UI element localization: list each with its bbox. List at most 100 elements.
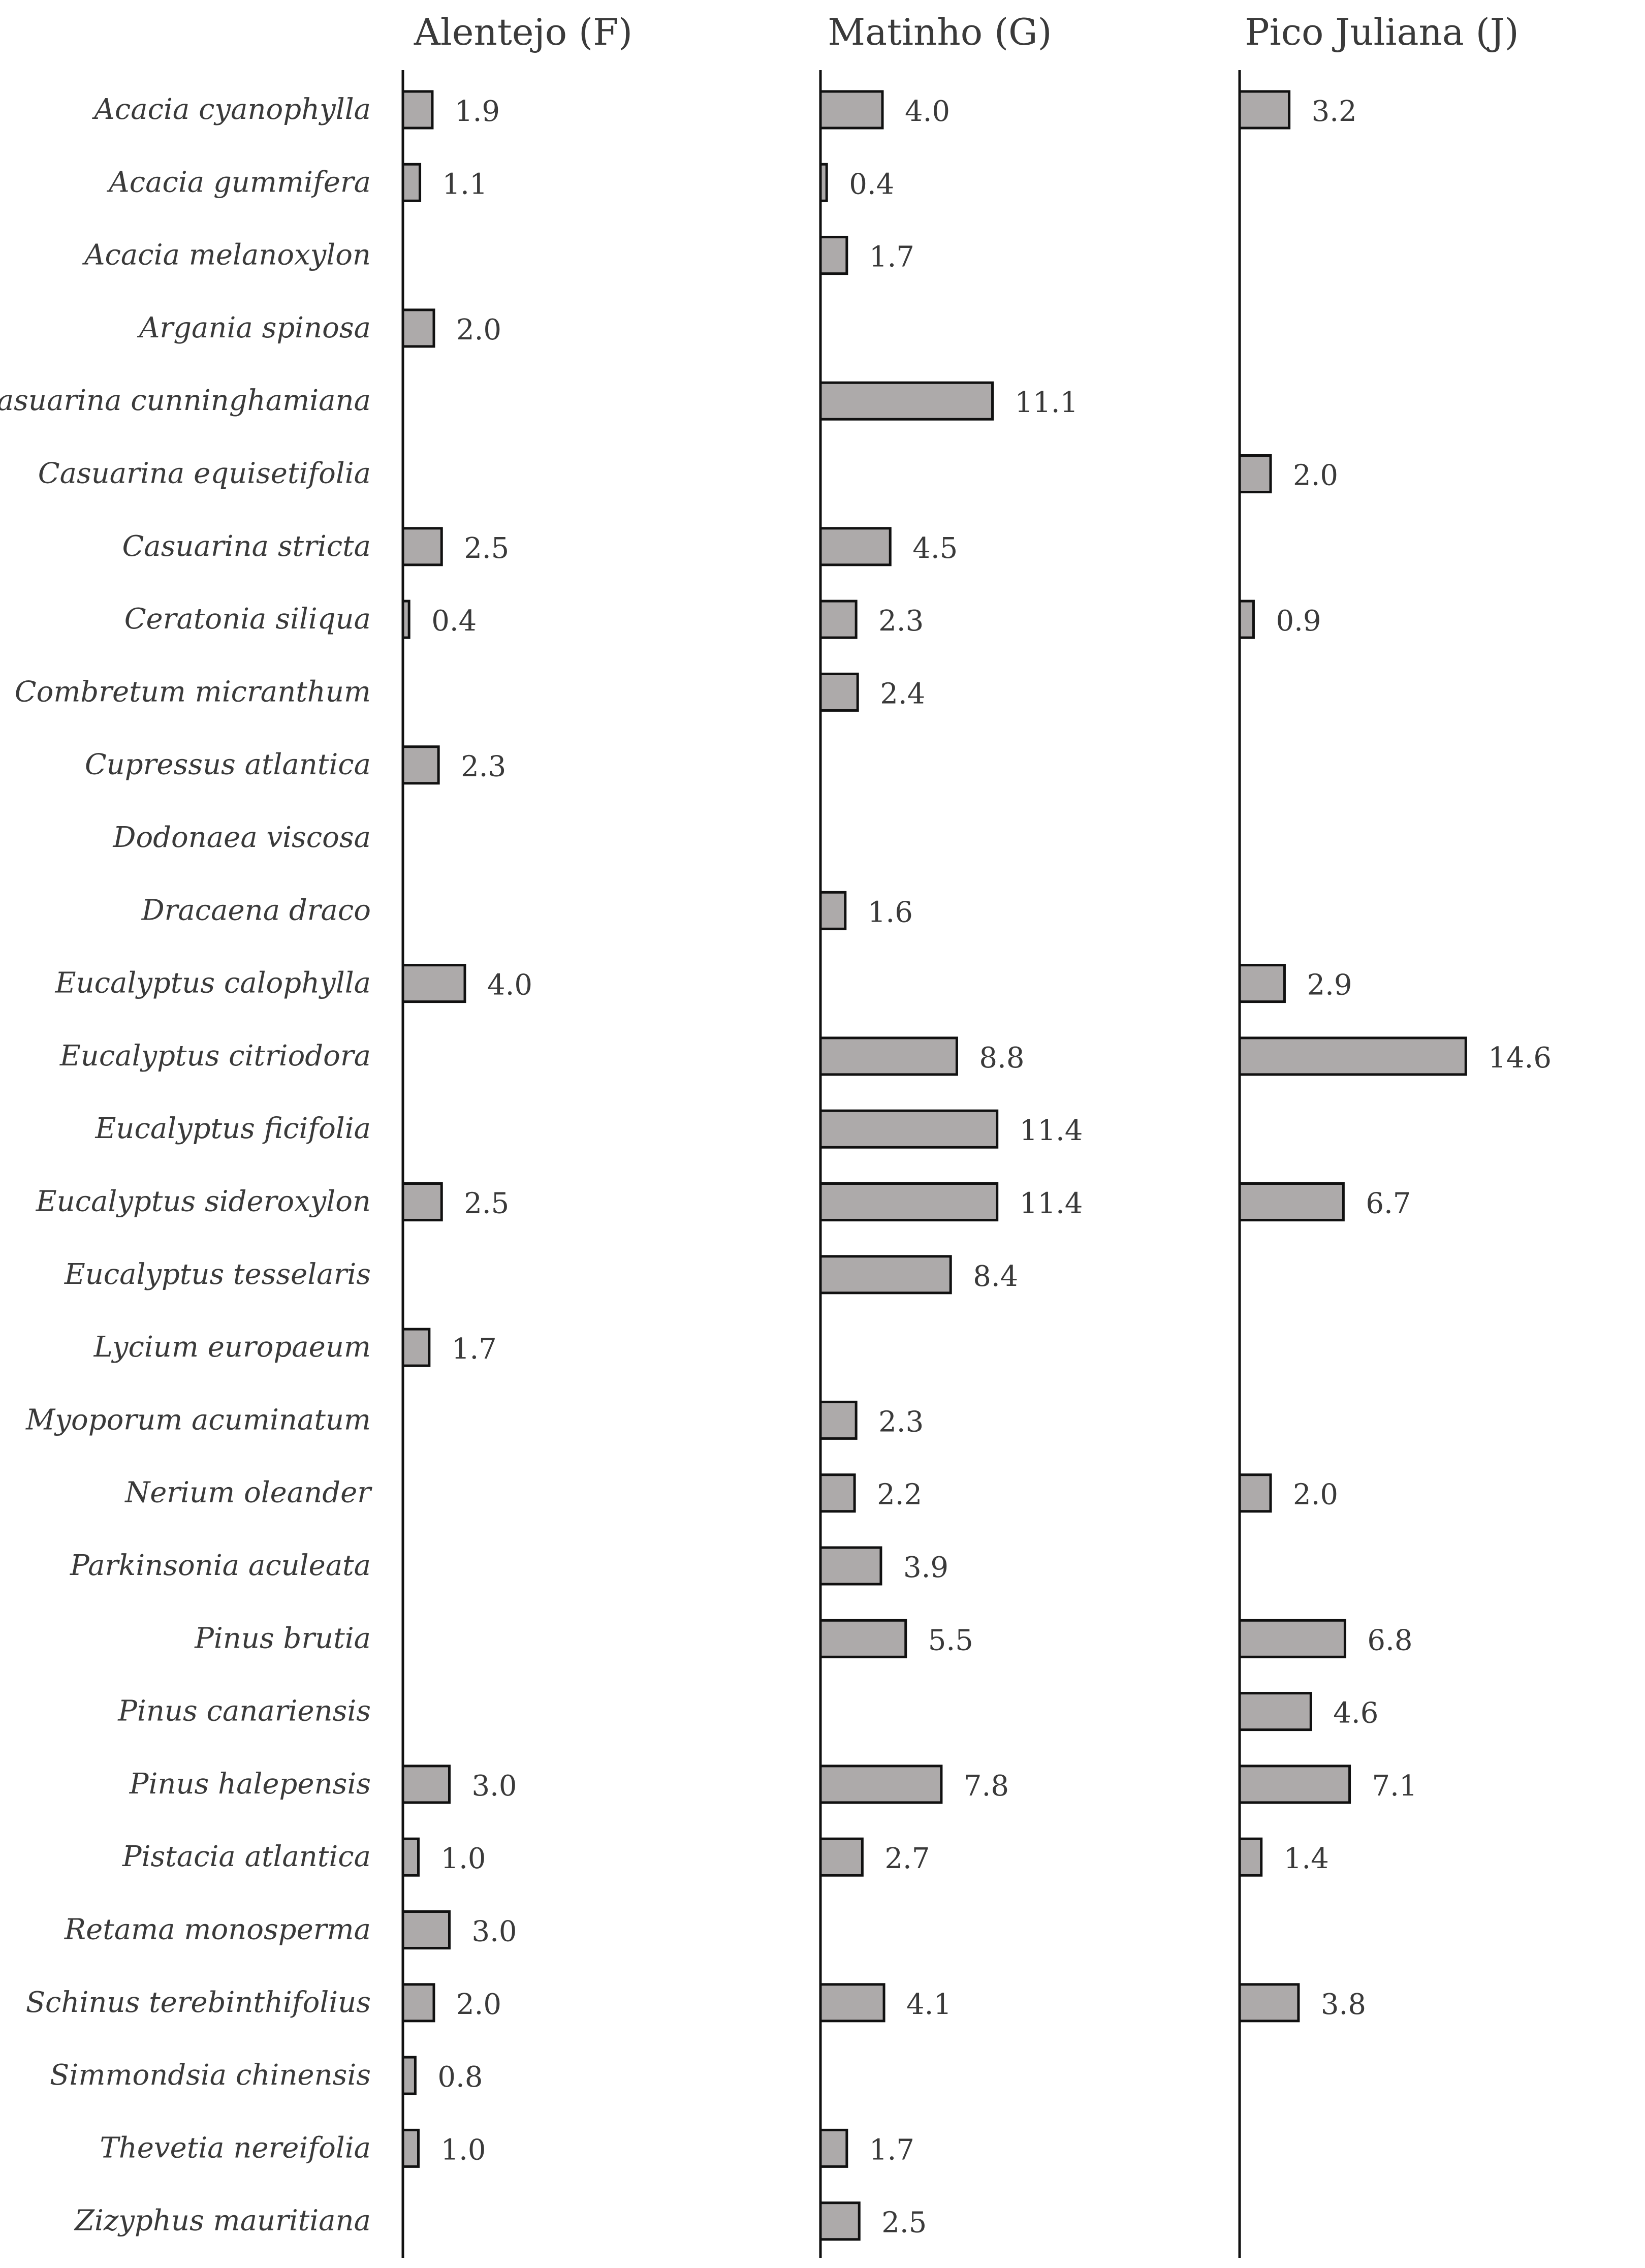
species-label-thevetia-nereifolia: Thevetia nereifolia	[100, 2131, 371, 2164]
value-label-matinho-g-acacia-cyanophylla: 4.0	[905, 95, 950, 128]
bar-matinho-g-eucalyptus-sideroxylon	[819, 1182, 999, 1221]
species-label-acacia-melanoxylon: Acacia melanoxylon	[82, 239, 371, 272]
panel-title-matinho-g: Matinho (G)	[828, 11, 1052, 53]
species-label-casuarina-cunninghamiana: Casuarina cunninghamiana	[0, 384, 371, 417]
bar-alentejo-f-cupressus-atlantica	[401, 745, 440, 785]
bar-alentejo-f-acacia-gummifera	[401, 163, 422, 202]
bar-matinho-g-combretum-micranthum	[819, 672, 859, 712]
bar-matinho-g-casuarina-cunninghamiana	[819, 381, 994, 421]
value-label-matinho-g-thevetia-nereifolia: 1.7	[869, 2133, 914, 2166]
value-label-matinho-g-pinus-brutia: 5.5	[928, 1624, 973, 1657]
value-label-alentejo-f-retama-monosperma: 3.0	[472, 1915, 517, 1948]
bar-matinho-g-nerium-oleander	[819, 1473, 856, 1513]
value-label-alentejo-f-acacia-gummifera: 1.1	[442, 168, 488, 201]
bar-matinho-g-acacia-cyanophylla	[819, 90, 884, 130]
value-label-alentejo-f-ceratonia-siliqua: 0.4	[431, 605, 477, 638]
panel-title-alentejo-f: Alentejo (F)	[414, 11, 632, 53]
bar-alentejo-f-casuarina-stricta	[401, 527, 443, 566]
bar-pico-juliana-j-schinus-terebinthifolius	[1238, 1983, 1300, 2023]
value-label-pico-juliana-j-eucalyptus-sideroxylon: 6.7	[1366, 1187, 1411, 1220]
bar-pico-juliana-j-pinus-halepensis	[1238, 1765, 1351, 1804]
value-label-matinho-g-nerium-oleander: 2.2	[877, 1478, 922, 1511]
bar-pico-juliana-j-eucalyptus-calophylla	[1238, 964, 1286, 1003]
bar-alentejo-f-thevetia-nereifolia	[401, 2128, 420, 2168]
species-label-combretum-micranthum: Combretum micranthum	[15, 675, 371, 708]
bar-matinho-g-acacia-gummifera	[819, 163, 828, 202]
species-label-pistacia-atlantica: Pistacia atlantica	[122, 1840, 371, 1873]
bar-alentejo-f-pinus-halepensis	[401, 1765, 451, 1804]
species-labels: Acacia cyanophylla Acacia gummifera Acacia…	[0, 93, 372, 2238]
value-label-pico-juliana-j-pistacia-atlantica: 1.4	[1284, 1842, 1329, 1875]
bar-matinho-g-pinus-halepensis	[819, 1765, 943, 1804]
value-label-alentejo-f-eucalyptus-sideroxylon: 2.5	[464, 1187, 509, 1220]
species-label-eucalyptus-sideroxylon: Eucalyptus sideroxylon	[36, 1185, 371, 1218]
value-label-alentejo-f-cupressus-atlantica: 2.3	[461, 750, 506, 783]
bar-pico-juliana-j-eucalyptus-citriodora	[1238, 1036, 1467, 1076]
bar-matinho-g-zizyphus-mauritiana	[819, 2201, 861, 2241]
bar-matinho-g-pinus-brutia	[819, 1619, 907, 1658]
value-label-matinho-g-dracaena-draco: 1.6	[868, 896, 913, 929]
species-label-nerium-oleander: Nerium oleander	[124, 1476, 372, 1509]
value-label-alentejo-f-schinus-terebinthifolius: 2.0	[456, 1988, 501, 2021]
species-label-simmondsia-chinensis: Simmondsia chinensis	[50, 2059, 371, 2092]
species-label-eucalyptus-citriodora: Eucalyptus citriodora	[59, 1040, 371, 1073]
value-label-pico-juliana-j-eucalyptus-calophylla: 2.9	[1307, 969, 1352, 1002]
value-label-matinho-g-schinus-terebinthifolius: 4.1	[906, 1988, 952, 2021]
panel-title-pico-juliana-j: Pico Juliana (J)	[1245, 11, 1519, 53]
species-label-dodonaea-viscosa: Dodonaea viscosa	[113, 821, 371, 854]
species-label-schinus-terebinthifolius: Schinus terebinthifolius	[26, 1986, 371, 2019]
bar-alentejo-f-eucalyptus-sideroxylon	[401, 1182, 443, 1221]
value-label-matinho-g-myoporum-acuminatum: 2.3	[878, 1405, 924, 1438]
species-label-acacia-gummifera: Acacia gummifera	[106, 166, 371, 199]
value-label-alentejo-f-simmondsia-chinensis: 0.8	[437, 2061, 483, 2094]
bar-matinho-g-thevetia-nereifolia	[819, 2128, 848, 2168]
value-label-pico-juliana-j-acacia-cyanophylla: 3.2	[1312, 95, 1357, 128]
value-label-pico-juliana-j-nerium-oleander: 2.0	[1293, 1478, 1338, 1511]
species-label-parkinsonia-aculeata: Parkinsonia aculeata	[70, 1549, 371, 1582]
value-label-alentejo-f-acacia-cyanophylla: 1.9	[455, 95, 500, 128]
species-label-lycium-europaeum: Lycium europaeum	[93, 1331, 371, 1364]
bar-matinho-g-schinus-terebinthifolius	[819, 1983, 885, 2023]
panel-titles: Alentejo (F) Matinho (G) Pico Juliana (J)	[414, 11, 1519, 53]
species-label-pinus-brutia: Pinus brutia	[194, 1622, 371, 1655]
species-label-retama-monosperma: Retama monosperma	[64, 1913, 371, 1946]
bar-alentejo-f-retama-monosperma	[401, 1910, 451, 1949]
value-label-matinho-g-ceratonia-siliqua: 2.3	[878, 605, 924, 638]
bar-pico-juliana-j-nerium-oleander	[1238, 1473, 1272, 1513]
species-label-myoporum-acuminatum: Myoporum acuminatum	[25, 1403, 371, 1436]
species-label-argania-spinosa: Argania spinosa	[137, 311, 371, 344]
bar-matinho-g-eucalyptus-tesselaris	[819, 1255, 952, 1295]
species-label-eucalyptus-ficifolia: Eucalyptus ficifolia	[95, 1112, 371, 1145]
bar-matinho-g-pistacia-atlantica	[819, 1837, 864, 1877]
value-label-pico-juliana-j-schinus-terebinthifolius: 3.8	[1321, 1988, 1366, 2021]
value-label-pico-juliana-j-casuarina-equisetifolia: 2.0	[1293, 459, 1338, 492]
bar-matinho-g-eucalyptus-citriodora	[819, 1036, 958, 1076]
bar-matinho-g-acacia-melanoxylon	[819, 236, 848, 275]
species-label-eucalyptus-tesselaris: Eucalyptus tesselaris	[64, 1258, 371, 1291]
bar-alentejo-f-ceratonia-siliqua	[401, 600, 410, 639]
species-label-acacia-cyanophylla: Acacia cyanophylla	[91, 93, 371, 126]
species-label-cupressus-atlantica: Cupressus atlantica	[85, 748, 371, 781]
value-label-alentejo-f-argania-spinosa: 2.0	[456, 313, 501, 346]
value-label-matinho-g-zizyphus-mauritiana: 2.5	[881, 2207, 927, 2240]
bar-pico-juliana-j-pistacia-atlantica	[1238, 1837, 1263, 1877]
value-label-alentejo-f-thevetia-nereifolia: 1.0	[441, 2133, 486, 2166]
bar-matinho-g-dracaena-draco	[819, 891, 847, 930]
value-label-alentejo-f-pinus-halepensis: 3.0	[472, 1770, 517, 1803]
species-label-ceratonia-siliqua: Ceratonia siliqua	[124, 603, 371, 636]
species-label-eucalyptus-calophylla: Eucalyptus calophylla	[55, 967, 371, 1000]
species-label-dracaena-draco: Dracaena draco	[141, 894, 371, 927]
bar-pico-juliana-j-casuarina-equisetifolia	[1238, 454, 1272, 493]
bar-matinho-g-eucalyptus-ficifolia	[819, 1109, 999, 1149]
value-labels: 1.9 1.1 2.0 2.5 0.4 2.3 4.0 2.5 1.7 3.0 1.0 3.0 2.0 0…	[431, 95, 1552, 2240]
value-label-matinho-g-casuarina-stricta: 4.5	[912, 532, 958, 565]
value-label-matinho-g-combretum-micranthum: 2.4	[880, 677, 925, 710]
panel-axes	[401, 70, 1241, 2258]
bar-pico-juliana-j-eucalyptus-sideroxylon	[1238, 1182, 1345, 1221]
bar-pico-juliana-j-ceratonia-siliqua	[1238, 600, 1255, 639]
value-label-matinho-g-pistacia-atlantica: 2.7	[884, 1842, 930, 1875]
bar-alentejo-f-acacia-cyanophylla	[401, 90, 434, 130]
value-label-matinho-g-parkinsonia-aculeata: 3.9	[903, 1551, 948, 1584]
value-label-pico-juliana-j-pinus-canariensis: 4.6	[1333, 1697, 1378, 1730]
